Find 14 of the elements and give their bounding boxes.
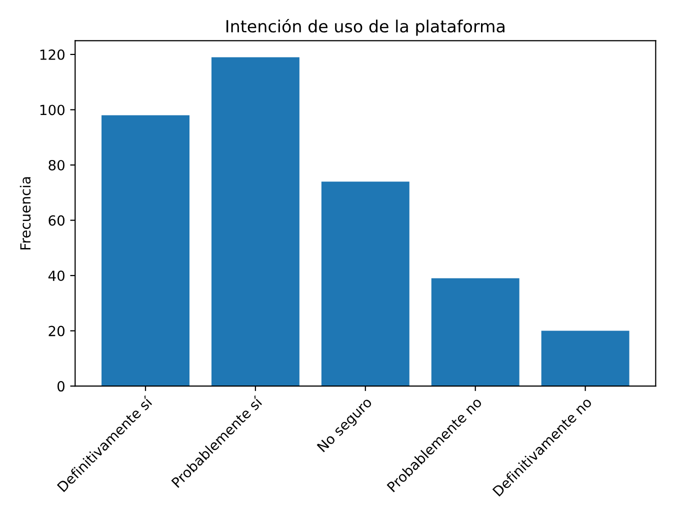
bar bbox=[321, 182, 410, 386]
y-tick-label: 0 bbox=[57, 381, 64, 392]
bar bbox=[102, 115, 190, 386]
y-tick-label: 40 bbox=[48, 270, 64, 282]
bar bbox=[431, 278, 520, 386]
y-tick-label: 120 bbox=[40, 49, 64, 60]
y-tick-label: 60 bbox=[48, 215, 64, 226]
y-tick-label: 80 bbox=[48, 160, 64, 170]
y-tick-label: 100 bbox=[40, 104, 64, 116]
chart-title: Intención de uso de la plataforma bbox=[226, 18, 504, 36]
bar bbox=[541, 330, 630, 386]
bar bbox=[211, 57, 300, 386]
y-axis-title: Frecuencia bbox=[20, 177, 31, 250]
y-tick-label: 20 bbox=[48, 326, 64, 336]
